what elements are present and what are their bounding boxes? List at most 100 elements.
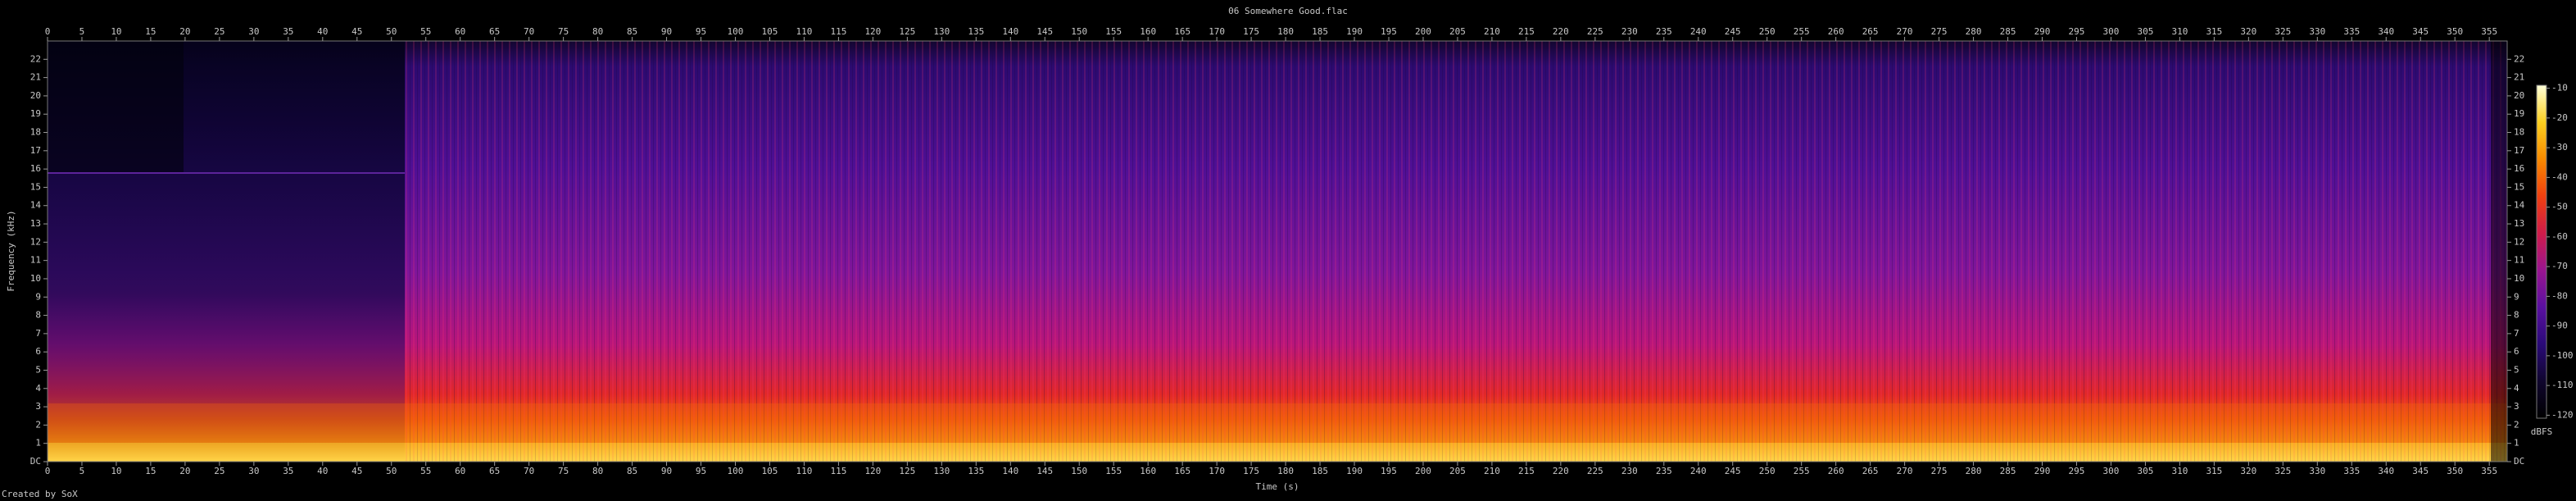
x-tick-label: 80 [592, 26, 603, 37]
y-tick-label: 13 [2514, 218, 2524, 229]
x-tick-label: 35 [283, 26, 293, 37]
x-tick-label: 150 [1071, 26, 1087, 37]
x-tick-label: 290 [2034, 466, 2051, 476]
x-tick-label: 255 [1794, 466, 1810, 476]
y-tick-label: 4 [2514, 383, 2519, 394]
x-tick-label: 30 [248, 26, 259, 37]
x-tick-label: 185 [1312, 26, 1328, 37]
x-tick-label: 315 [2206, 26, 2222, 37]
x-tick-label: 50 [386, 26, 397, 37]
x-tick-label: 55 [420, 26, 431, 37]
y-tick-label: 12 [30, 236, 41, 247]
x-tick-label: 70 [524, 26, 534, 37]
x-tick-label: 275 [1931, 26, 1948, 37]
x-tick-label: 295 [2069, 26, 2085, 37]
x-tick-label: 50 [386, 466, 397, 476]
x-tick-label: 125 [899, 26, 915, 37]
x-tick-label: 265 [1862, 466, 1879, 476]
x-tick-label: 145 [1036, 466, 1053, 476]
x-tick-label: 270 [1897, 466, 1913, 476]
colorbar-tick-label: -60 [2551, 231, 2568, 242]
y-tick-label: 9 [2514, 291, 2519, 302]
y-tick-label: 5 [35, 364, 41, 375]
x-tick-label: 210 [1484, 26, 1500, 37]
x-tick-label: 5 [79, 26, 85, 37]
x-tick-label: 130 [933, 26, 950, 37]
colorbar-tick-label: -30 [2551, 142, 2568, 153]
x-tick-label: 250 [1759, 466, 1776, 476]
x-tick-label: 100 [728, 26, 744, 37]
x-tick-label: 355 [2481, 466, 2497, 476]
x-tick-label: 235 [1656, 466, 1672, 476]
y-tick-label: 3 [35, 401, 41, 412]
x-tick-label: 10 [111, 466, 121, 476]
y-tick-label: 4 [35, 383, 41, 394]
y-tick-label: 16 [30, 163, 41, 174]
x-tick-label: 110 [796, 466, 812, 476]
x-tick-label: 175 [1243, 26, 1259, 37]
x-tick-label: 130 [933, 466, 950, 476]
y-tick-label: 2 [35, 419, 41, 430]
x-tick-label: 100 [728, 466, 744, 476]
colorbar-tick-label: -100 [2551, 350, 2574, 361]
x-tick-label: 280 [1966, 26, 1982, 37]
y-tick-label: 10 [30, 273, 41, 284]
x-tick-label: 210 [1484, 466, 1500, 476]
x-tick-label: 15 [145, 466, 156, 476]
x-tick-label: 155 [1105, 26, 1122, 37]
x-tick-label: 120 [864, 466, 881, 476]
x-tick-label: 220 [1553, 26, 1569, 37]
x-tick-label: 330 [2309, 466, 2325, 476]
x-tick-label: 150 [1071, 466, 1087, 476]
x-tick-label: 165 [1174, 466, 1190, 476]
y-tick-label: 18 [30, 127, 41, 138]
x-tick-label: 115 [830, 26, 846, 37]
colorbar [2536, 84, 2547, 419]
x-tick-label: 280 [1966, 466, 1982, 476]
x-tick-label: 80 [592, 466, 603, 476]
x-tick-label: 225 [1587, 466, 1603, 476]
x-tick-label: 95 [696, 26, 706, 37]
x-tick-label: 170 [1209, 26, 1225, 37]
y-tick-label: 11 [2514, 255, 2524, 266]
y-tick-label: 16 [2514, 163, 2524, 174]
x-tick-label: 255 [1794, 26, 1810, 37]
x-tick-label: 305 [2137, 26, 2153, 37]
x-tick-label: 125 [899, 466, 915, 476]
y-tick-label: 22 [2514, 53, 2524, 64]
x-tick-label: 310 [2171, 26, 2188, 37]
x-tick-label: 240 [1690, 466, 1707, 476]
y-tick-label: 21 [30, 72, 41, 83]
x-tick-label: 85 [627, 466, 637, 476]
x-tick-label: 140 [1002, 466, 1018, 476]
y-axis-label: Frequency (kHz) [6, 210, 16, 291]
x-tick-label: 205 [1449, 26, 1466, 37]
x-tick-label: 20 [179, 26, 190, 37]
x-tick-label: 180 [1277, 26, 1294, 37]
x-tick-label: 285 [2000, 466, 2016, 476]
x-tick-label: 345 [2412, 26, 2429, 37]
y-tick-label: 17 [30, 145, 41, 156]
y-tick-label: 20 [2514, 90, 2524, 101]
x-tick-label: 250 [1759, 26, 1776, 37]
y-tick-label: 19 [30, 108, 41, 119]
x-tick-label: 355 [2481, 26, 2497, 37]
x-tick-label: 110 [796, 26, 812, 37]
x-tick-label: 275 [1931, 466, 1948, 476]
footer: Created by SoX [2, 489, 78, 499]
x-tick-label: 195 [1381, 26, 1397, 37]
x-tick-label: 330 [2309, 26, 2325, 37]
x-tick-label: 300 [2103, 26, 2120, 37]
plot-frame [47, 40, 2508, 462]
y-tick-label: 7 [2514, 328, 2519, 339]
x-tick-label: 115 [830, 466, 846, 476]
y-tick-label: 9 [35, 291, 41, 302]
y-tick-label: 8 [2514, 310, 2519, 321]
x-tick-label: 230 [1621, 26, 1638, 37]
x-tick-label: 35 [283, 466, 293, 476]
x-tick-label: 245 [1725, 26, 1741, 37]
x-axis-label: Time (s) [1256, 481, 1299, 492]
y-tick-label: 2 [2514, 419, 2519, 430]
x-tick-label: 65 [489, 26, 500, 37]
y-tick-label: 19 [2514, 108, 2524, 119]
